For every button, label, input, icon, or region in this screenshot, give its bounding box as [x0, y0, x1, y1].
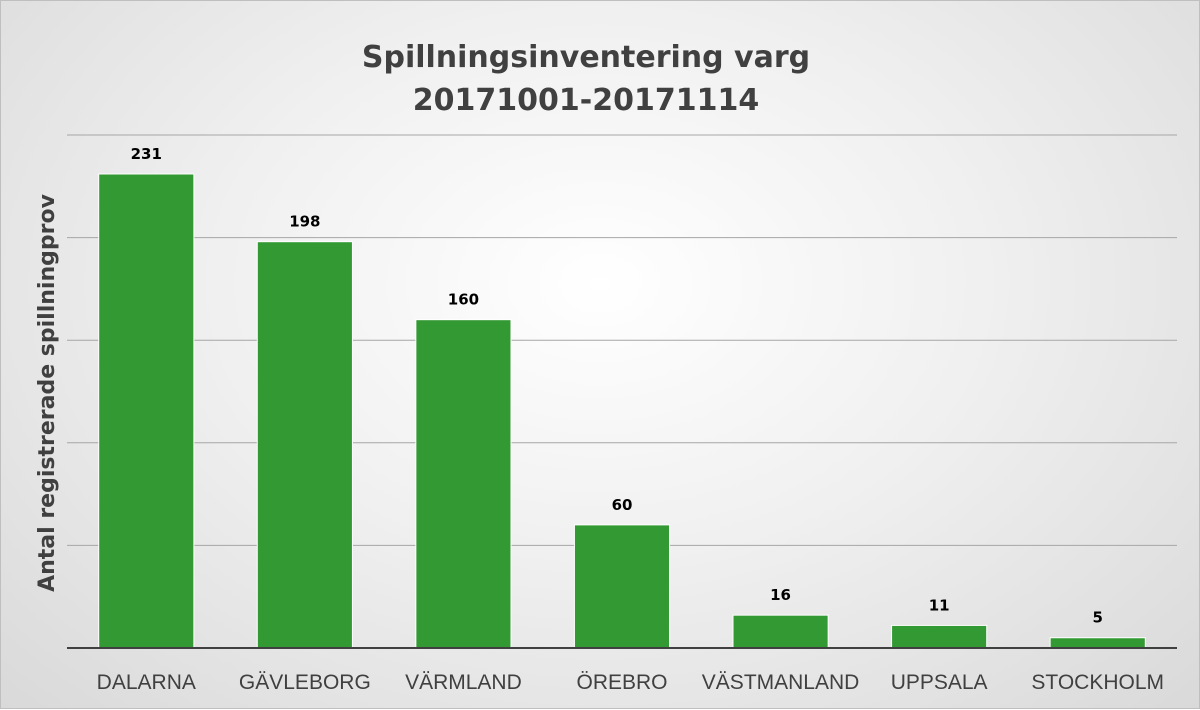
bar-6 — [1049, 637, 1146, 649]
gridlines — [67, 134, 1177, 546]
data-label-1: 198 — [289, 213, 320, 231]
bar-3 — [573, 524, 671, 649]
labels: 231 DALARNA 198 GÄVLEBORG 160 VÄRMLAND 60 ÖREBR… — [97, 145, 1164, 694]
data-label-6: 5 — [1092, 609, 1102, 627]
data-label-2: 160 — [448, 291, 479, 309]
data-label-3: 60 — [612, 496, 633, 514]
category-label-4: VÄSTMANLAND — [702, 671, 860, 694]
data-label-4: 16 — [770, 586, 791, 604]
category-label-2: VÄRMLAND — [405, 671, 522, 694]
chart-title-line-2: 20171001-20171114 — [413, 83, 759, 118]
data-label-0: 231 — [131, 145, 162, 163]
bars — [98, 173, 1146, 649]
category-label-5: UPPSALA — [891, 671, 988, 694]
bar-1 — [256, 241, 353, 649]
category-label-0: DALARNA — [97, 671, 196, 694]
category-label-1: GÄVLEBORG — [239, 671, 371, 694]
chart-title-line-1: Spillningsinventering varg — [362, 40, 810, 75]
bar-5 — [891, 624, 988, 649]
bar-2 — [415, 319, 512, 649]
data-label-5: 11 — [929, 596, 950, 614]
y-axis-label: Antal registrerade spillningprov — [35, 193, 60, 592]
bar-4 — [732, 614, 829, 649]
category-label-3: ÖREBRO — [576, 671, 667, 694]
bar-0 — [98, 173, 195, 649]
category-label-6: STOCKHOLM — [1031, 671, 1164, 694]
